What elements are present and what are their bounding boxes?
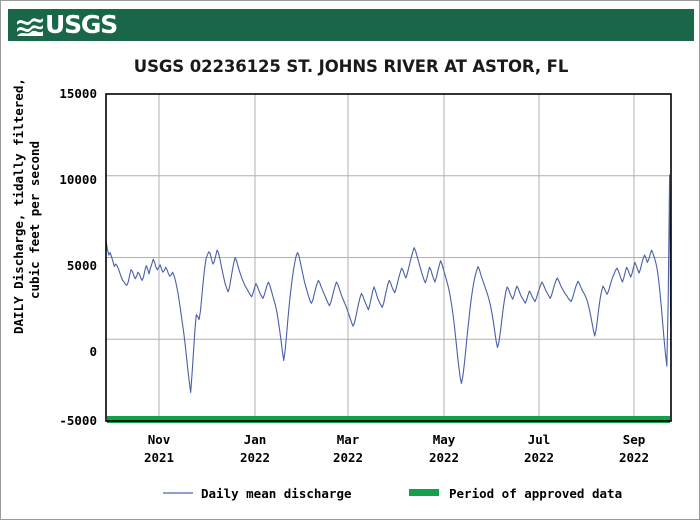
x-tick-month: Sep	[623, 432, 646, 447]
y-axis-tick-labels: 15000 10000 5000 0 -5000	[59, 86, 97, 428]
x-tick-year: 2021	[144, 450, 174, 465]
legend-label-daily-mean-discharge: Daily mean discharge	[201, 486, 352, 501]
approved-data-bar	[107, 416, 670, 423]
y-axis-title-line1: DAILY Discharge, tidally filtered,	[11, 79, 26, 334]
x-tick-month: Mar	[337, 432, 360, 447]
hydrograph-chart: 15000 10000 5000 0 -5000 DAILY Discharge…	[11, 79, 672, 501]
x-tick-year: 2022	[619, 450, 649, 465]
page-title: USGS 02236125 ST. JOHNS RIVER AT ASTOR, …	[133, 57, 569, 76]
x-tick-month: Jan	[244, 432, 267, 447]
legend-label-approved-data: Period of approved data	[449, 486, 622, 501]
plot-area	[105, 93, 672, 423]
plot-frame	[105, 93, 672, 422]
y-tick-label: 0	[89, 344, 97, 359]
x-tick-year: 2022	[429, 450, 459, 465]
x-tick-month: May	[433, 432, 456, 447]
y-tick-label: 15000	[59, 86, 97, 101]
x-tick-month: Jul	[528, 432, 551, 447]
usgs-logo: USGS	[17, 10, 118, 39]
y-axis-title-line2: cubic feet per second	[27, 141, 42, 299]
y-axis-title: DAILY Discharge, tidally filtered, cubic…	[11, 79, 42, 334]
legend-swatch-approved-data	[409, 489, 439, 496]
series-daily-mean-discharge	[105, 174, 672, 393]
usgs-wordmark: USGS	[45, 10, 118, 39]
chart-legend: Daily mean discharge Period of approved …	[163, 486, 622, 501]
y-tick-label: 10000	[59, 172, 97, 187]
x-axis-tick-labels: Nov 2021 Jan 2022 Mar 2022 May 2022 Jul …	[144, 432, 649, 465]
y-tick-label: -5000	[59, 413, 97, 428]
y-tick-label: 5000	[67, 258, 97, 273]
x-tick-month: Nov	[148, 432, 171, 447]
usgs-header-banner: USGS	[8, 9, 694, 41]
x-tick-year: 2022	[240, 450, 270, 465]
usgs-wave-icon	[17, 14, 43, 36]
x-tick-year: 2022	[524, 450, 554, 465]
x-tick-year: 2022	[333, 450, 363, 465]
